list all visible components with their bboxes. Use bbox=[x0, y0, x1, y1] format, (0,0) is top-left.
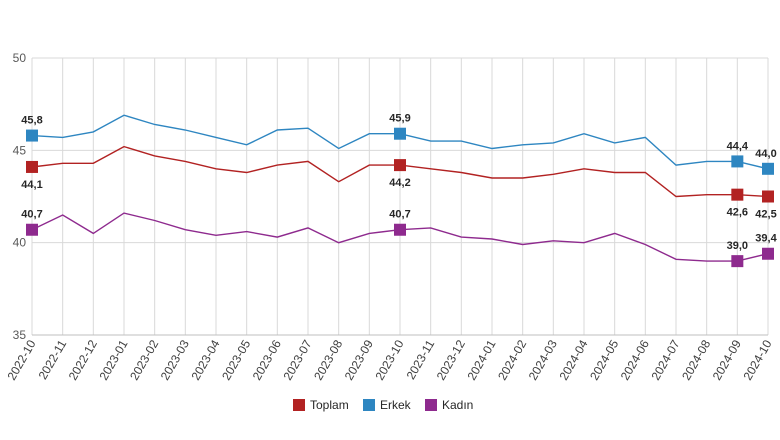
data-point-marker bbox=[394, 223, 406, 236]
legend-item-toplam: Toplam bbox=[293, 398, 349, 412]
data-label: 45,8 bbox=[21, 115, 42, 127]
data-labels: 44,1 44,2 42,6 42,5 45,8 45,9 44,4 44,0 40,7 40,7… bbox=[21, 113, 777, 252]
x-tick-label: 2023-01 bbox=[96, 337, 130, 382]
data-point-marker bbox=[762, 162, 774, 175]
y-tick-label: 50 bbox=[13, 51, 27, 65]
x-tick-label: 2024-09 bbox=[710, 337, 744, 382]
x-tick-label: 2022-12 bbox=[66, 337, 100, 382]
data-label: 44,1 bbox=[21, 179, 42, 191]
x-tick-label: 2023-05 bbox=[219, 337, 253, 382]
data-point-marker bbox=[731, 155, 744, 168]
data-point-marker bbox=[26, 223, 38, 236]
data-label: 42,5 bbox=[755, 209, 776, 221]
x-tick-label: 2022-10 bbox=[4, 337, 38, 382]
data-label: 44,4 bbox=[727, 140, 749, 152]
x-tick-label: 2024-02 bbox=[495, 337, 529, 382]
legend-label: Kadın bbox=[442, 398, 473, 412]
legend-swatch bbox=[425, 399, 437, 411]
legend-label: Toplam bbox=[310, 398, 349, 412]
data-label: 40,7 bbox=[389, 209, 410, 221]
data-label: 45,9 bbox=[389, 113, 410, 125]
x-tick-label: 2024-10 bbox=[740, 337, 774, 382]
data-label: 44,0 bbox=[755, 148, 776, 160]
x-tick-label: 2022-11 bbox=[36, 337, 70, 382]
legend: Toplam Erkek Kadın bbox=[293, 398, 473, 412]
y-tick-label: 45 bbox=[13, 143, 27, 157]
data-point-marker bbox=[731, 255, 744, 268]
x-tick-label: 2024-08 bbox=[679, 337, 713, 382]
x-tick-label: 2024-07 bbox=[648, 337, 682, 382]
x-tick-label: 2023-02 bbox=[127, 337, 161, 382]
legend-item-erkek: Erkek bbox=[363, 398, 412, 412]
x-tick-label: 2024-06 bbox=[618, 337, 652, 382]
y-tick-label: 40 bbox=[13, 236, 27, 250]
x-tick-label: 2023-04 bbox=[188, 337, 222, 382]
x-tick-label: 2023-11 bbox=[404, 337, 438, 382]
data-label: 39,0 bbox=[727, 240, 748, 252]
x-tick-label: 2023-07 bbox=[280, 337, 314, 382]
data-label: 42,6 bbox=[727, 207, 748, 219]
x-tick-label: 2023-12 bbox=[434, 337, 468, 382]
legend-swatch bbox=[293, 399, 305, 411]
data-point-marker bbox=[26, 129, 38, 142]
data-label: 39,4 bbox=[755, 233, 777, 245]
x-tick-label: 2023-08 bbox=[311, 337, 345, 382]
grid bbox=[31, 57, 769, 336]
x-tick-label: 2023-03 bbox=[158, 337, 192, 382]
x-tick-label: 2024-03 bbox=[526, 337, 560, 382]
x-tick-label: 2023-10 bbox=[372, 337, 406, 382]
data-point-marker bbox=[731, 188, 744, 201]
data-point-marker bbox=[394, 159, 406, 172]
x-tick-label: 2024-01 bbox=[464, 337, 498, 382]
series bbox=[26, 114, 774, 268]
data-point-marker bbox=[762, 247, 774, 260]
x-tick-label: 2024-04 bbox=[556, 337, 590, 382]
legend-item-kadın: Kadın bbox=[425, 398, 473, 412]
legend-label: Erkek bbox=[380, 398, 412, 412]
legend-swatch bbox=[363, 399, 375, 411]
data-point-marker bbox=[762, 190, 774, 203]
x-tick-label: 2023-06 bbox=[250, 337, 284, 382]
x-tick-label: 2024-05 bbox=[587, 337, 621, 382]
data-label: 40,7 bbox=[21, 209, 42, 221]
data-point-marker bbox=[26, 160, 38, 173]
data-label: 44,2 bbox=[389, 177, 410, 189]
x-tick-label: 2023-09 bbox=[342, 337, 376, 382]
y-tick-label: 35 bbox=[13, 328, 27, 342]
data-point-marker bbox=[394, 127, 406, 140]
